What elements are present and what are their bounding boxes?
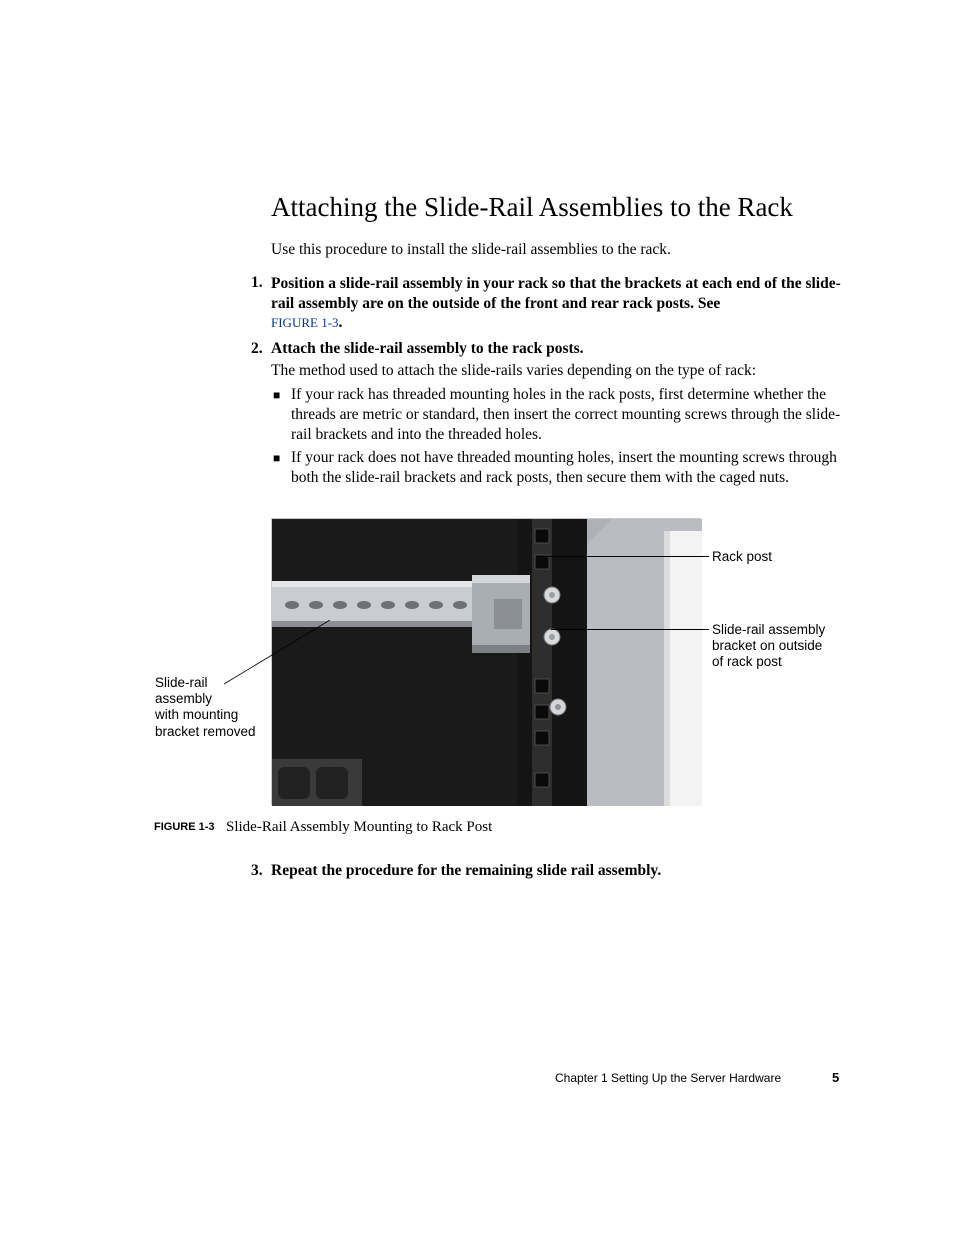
section-heading: Attaching the Slide-Rail Assemblies to t…	[271, 192, 793, 223]
callout-rack-post-text: Rack post	[712, 549, 772, 564]
callout-bracket: Slide-rail assembly bracket on outside o…	[712, 622, 842, 671]
step-3-text: Repeat the procedure for the remaining s…	[271, 862, 661, 880]
callout-bracket-line2: bracket on outside	[712, 638, 822, 653]
figure-image	[271, 518, 701, 805]
step-2-number: 2.	[251, 340, 263, 358]
leader-line-top	[538, 556, 709, 557]
step-3-number: 3.	[251, 862, 263, 880]
step-1-text: Position a slide-rail assembly in your r…	[271, 274, 841, 314]
callout-left-line3: with mounting	[155, 707, 238, 722]
page: Attaching the Slide-Rail Assemblies to t…	[0, 0, 954, 1235]
footer-text: Chapter 1 Setting Up the Server Hardware	[555, 1071, 781, 1085]
callout-rack-post: Rack post	[712, 549, 772, 565]
callout-left-line2: assembly	[155, 691, 212, 706]
figure-caption-label: FIGURE 1-3	[154, 821, 215, 833]
figure-caption-text: Slide-Rail Assembly Mounting to Rack Pos…	[226, 819, 492, 836]
callout-left-line4: bracket removed	[155, 724, 256, 739]
callout-bracket-line3: of rack post	[712, 654, 782, 669]
step-2-text: Attach the slide-rail assembly to the ra…	[271, 340, 584, 358]
leader-line-left	[224, 620, 334, 690]
intro-paragraph: Use this procedure to install the slide-…	[271, 241, 671, 259]
figure-reference-link[interactable]: FIGURE 1-3.	[271, 314, 342, 332]
bullet-marker: ■	[273, 388, 280, 403]
bullet-1-text: If your rack has threaded mounting holes…	[291, 385, 851, 445]
step-1-number: 1.	[251, 274, 263, 292]
bullet-2-text: If your rack does not have threaded moun…	[291, 448, 849, 488]
callout-left-line1: Slide-rail	[155, 675, 208, 690]
bullet-marker: ■	[273, 451, 280, 466]
leader-line-bottom	[551, 629, 709, 630]
step-2-subtext: The method used to attach the slide-rail…	[271, 362, 756, 380]
figure-reference-text: FIGURE 1-3	[271, 315, 339, 330]
page-number: 5	[832, 1070, 839, 1085]
callout-bracket-line1: Slide-rail assembly	[712, 622, 825, 637]
figure-reference-period: .	[339, 314, 343, 331]
